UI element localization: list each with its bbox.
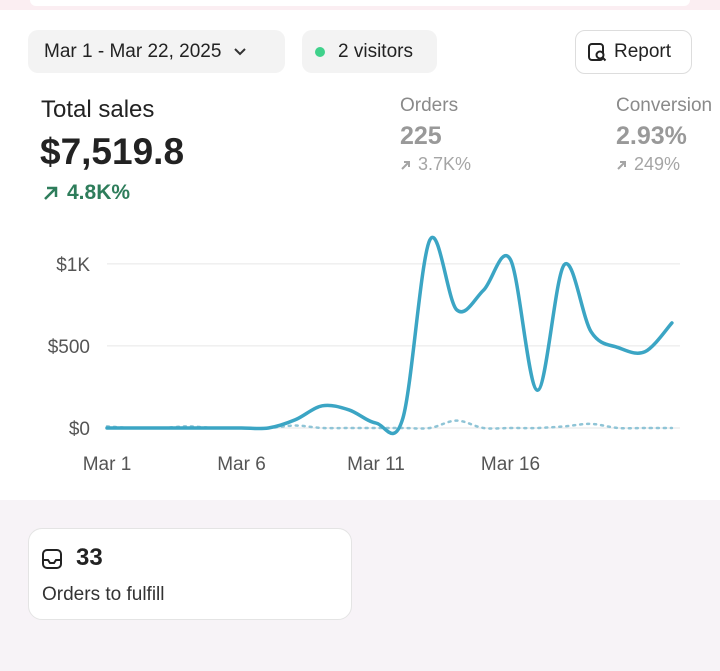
chevron (234, 47, 247, 55)
up-arrow (401, 160, 410, 170)
metric-change: 249% (616, 154, 680, 175)
fulfill-card[interactable]: 33 Orders to fulfill (28, 528, 352, 620)
metric-value: $7,519.8 (40, 131, 185, 172)
card-value: 33 (76, 544, 103, 571)
inbox-icon (42, 549, 62, 569)
change-text: 3.7K% (418, 154, 472, 174)
chart: $0 $500 $1K Mar 1 Mar 6 Mar 11 Mar 16 (48, 235, 680, 475)
metric-label: Conversion (616, 95, 713, 116)
card-label: Orders to fulfill (42, 584, 165, 605)
x-tick-label: Mar 16 (481, 454, 540, 475)
y-tick-label: $0 (69, 419, 90, 440)
visitors-button[interactable]: 2 visitors (302, 30, 437, 73)
up-arrow (44, 186, 58, 200)
series-line (105, 419, 674, 430)
report-button[interactable]: Report (575, 30, 692, 74)
x-tick-label: Mar 1 (83, 454, 132, 475)
x-tick-label: Mar 11 (347, 454, 405, 475)
metric-change: 4.8K% (41, 181, 130, 205)
date-range: Mar 1 - Mar 22, 2025 (44, 40, 222, 62)
metric-value: 225 (400, 122, 442, 150)
report-icon (588, 43, 607, 62)
visitors: 2 visitors (338, 40, 413, 62)
metric-change: 3.7K% (400, 154, 471, 175)
x-tick-label: Mar 6 (217, 454, 266, 475)
metric-label: Orders (400, 95, 459, 116)
date-button[interactable]: Mar 1 - Mar 22, 2025 (28, 30, 285, 73)
live-dot (315, 46, 325, 57)
metric-value: 2.93% (616, 122, 687, 150)
y-tick-label: $500 (48, 337, 90, 358)
up-arrow (617, 160, 626, 170)
y-tick-label: $1K (56, 255, 90, 276)
top-bar (30, 0, 690, 6)
change-text: 249% (634, 154, 681, 174)
report: Report (614, 41, 672, 62)
change-text: 4.8K% (67, 181, 131, 204)
metric-label: Total sales (41, 96, 155, 123)
series-line (105, 235, 674, 436)
